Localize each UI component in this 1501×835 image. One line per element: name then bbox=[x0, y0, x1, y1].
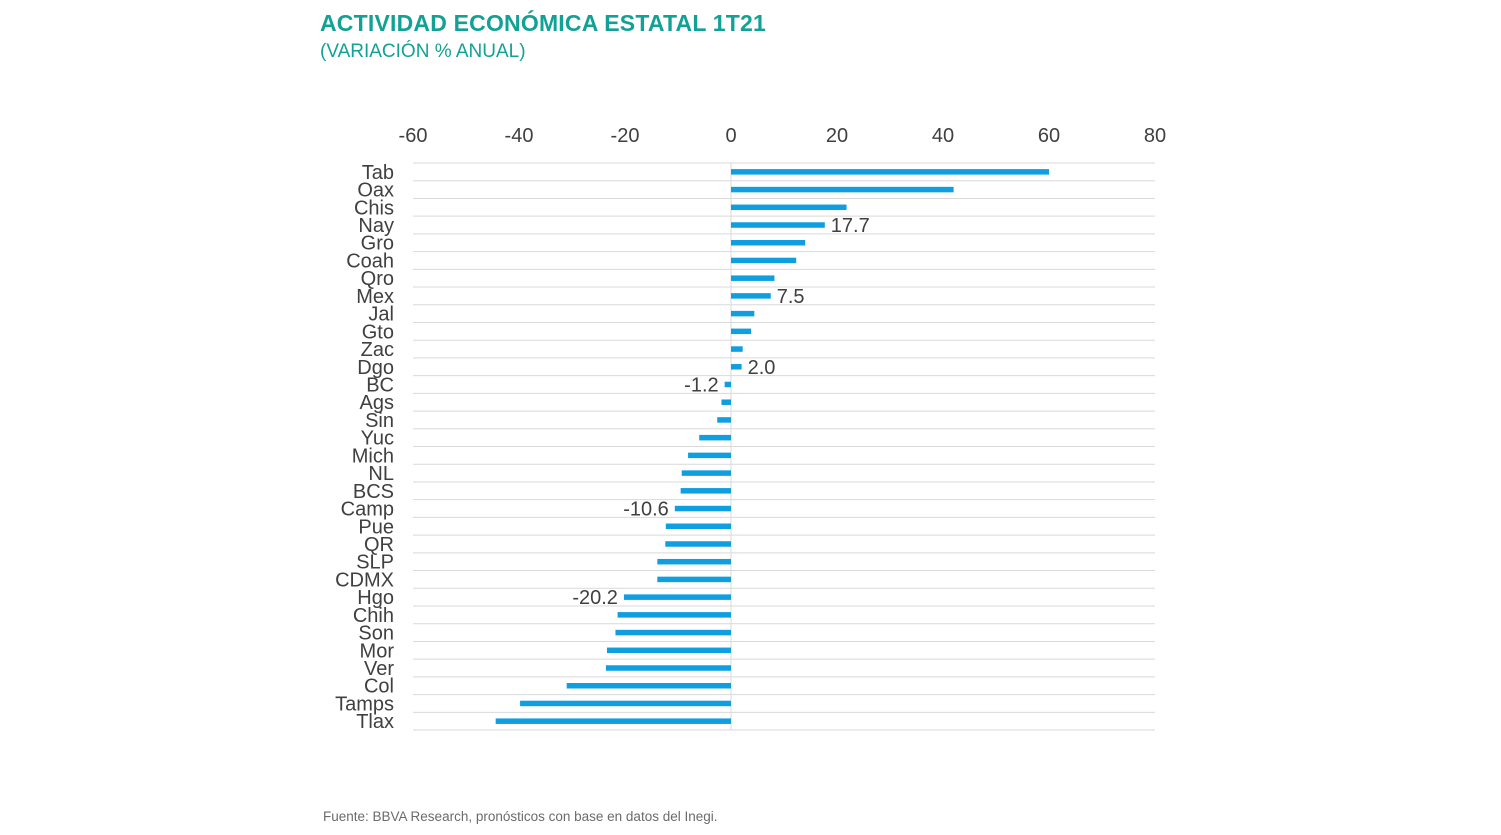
category-label: Oax bbox=[357, 180, 394, 202]
category-label: Jal bbox=[368, 304, 394, 326]
category-label: NL bbox=[368, 463, 394, 485]
bar-camp bbox=[674, 505, 731, 512]
bar-coah bbox=[731, 257, 797, 264]
category-labels: TabOaxChisNayGroCoahQroMexJalGtoZacDgoBC… bbox=[335, 162, 394, 733]
bar-mich bbox=[688, 452, 731, 459]
category-label: Nay bbox=[358, 215, 394, 237]
bar-sin bbox=[717, 417, 731, 423]
bar-qr bbox=[665, 541, 731, 547]
x-axis-ticks: -60 -40 -20 0 20 40 60 80 bbox=[399, 125, 1167, 147]
category-label: QR bbox=[364, 534, 394, 556]
category-label: Chih bbox=[353, 605, 394, 627]
category-label: Hgo bbox=[357, 587, 394, 609]
bars bbox=[495, 169, 1049, 724]
category-label: Tamps bbox=[335, 693, 394, 715]
bar-nl bbox=[681, 470, 731, 476]
bar-jal bbox=[731, 310, 755, 317]
bar-mex bbox=[731, 293, 771, 299]
bar-ags bbox=[721, 399, 731, 405]
bar-son bbox=[615, 629, 731, 636]
category-label: Gto bbox=[362, 321, 394, 343]
bar-tab bbox=[731, 169, 1049, 175]
bar-zac bbox=[731, 346, 743, 352]
category-label: Camp bbox=[341, 499, 394, 521]
category-label: Gro bbox=[361, 233, 394, 255]
bar-slp bbox=[657, 558, 731, 565]
category-label: Col bbox=[364, 676, 394, 698]
category-label: SLP bbox=[356, 552, 394, 574]
bar-gto bbox=[731, 328, 752, 335]
x-tick-label: 60 bbox=[1038, 125, 1060, 147]
source-note: Fuente: BBVA Research, pronósticos con b… bbox=[323, 809, 718, 824]
data-label: 7.5 bbox=[777, 286, 805, 308]
gridlines bbox=[413, 162, 1155, 731]
data-labels: 17.7 7.5 2.0 -1.2 -10.6 -20.2 bbox=[572, 215, 869, 609]
x-tick-label: 20 bbox=[826, 125, 848, 147]
bar-bc bbox=[724, 381, 731, 388]
data-label: -1.2 bbox=[684, 375, 718, 397]
bar-qro bbox=[731, 275, 775, 281]
bar-pue bbox=[665, 523, 731, 530]
bar-col bbox=[566, 682, 731, 689]
category-label: Ver bbox=[364, 658, 394, 680]
bar-yuc bbox=[699, 434, 731, 441]
bar-nay bbox=[731, 222, 825, 228]
bar-cdmx bbox=[657, 576, 731, 583]
category-label: Mor bbox=[360, 640, 395, 662]
category-label: BCS bbox=[353, 481, 394, 503]
category-label: Sin bbox=[365, 410, 394, 432]
category-label: Tlax bbox=[356, 711, 394, 733]
x-tick-label: -20 bbox=[611, 125, 640, 147]
category-label: Chis bbox=[354, 197, 394, 219]
category-label: BC bbox=[366, 375, 394, 397]
x-tick-label: 40 bbox=[932, 125, 954, 147]
chart-subtitle: (VARIACIÓN % ANUAL) bbox=[320, 41, 526, 62]
category-label: Pue bbox=[358, 516, 394, 538]
x-tick-label: 0 bbox=[725, 125, 736, 147]
bar-mor bbox=[606, 647, 731, 654]
bar-dgo bbox=[731, 364, 742, 370]
data-label: 2.0 bbox=[748, 357, 776, 379]
x-tick-label: -40 bbox=[505, 125, 534, 147]
category-label: CDMX bbox=[335, 569, 394, 591]
category-label: Yuc bbox=[361, 428, 394, 450]
bar-tamps bbox=[520, 700, 731, 707]
category-label: Son bbox=[358, 623, 394, 645]
data-label: -20.2 bbox=[572, 587, 618, 609]
x-tick-label: 80 bbox=[1144, 125, 1166, 147]
bar-oax bbox=[731, 186, 954, 193]
x-tick-label: -60 bbox=[399, 125, 428, 147]
bar-chis bbox=[731, 204, 847, 211]
category-label: Tab bbox=[362, 162, 394, 184]
data-label: 17.7 bbox=[831, 215, 870, 237]
category-label: Qro bbox=[361, 268, 394, 290]
category-label: Dgo bbox=[357, 357, 394, 379]
category-label: Coah bbox=[346, 250, 394, 272]
category-label: Mich bbox=[352, 445, 394, 467]
bar-bcs bbox=[680, 488, 731, 494]
bar-gro bbox=[731, 239, 806, 246]
category-label: Zac bbox=[361, 339, 394, 361]
bar-tlax bbox=[495, 718, 731, 724]
chart-title: ACTIVIDAD ECONÓMICA ESTATAL 1T21 bbox=[320, 10, 766, 36]
category-label: Mex bbox=[356, 286, 394, 308]
bar-ver bbox=[605, 665, 731, 671]
data-label: -10.6 bbox=[623, 499, 669, 521]
category-label: Ags bbox=[360, 392, 394, 414]
bar-hgo bbox=[623, 594, 731, 600]
bar-chih bbox=[617, 612, 731, 618]
